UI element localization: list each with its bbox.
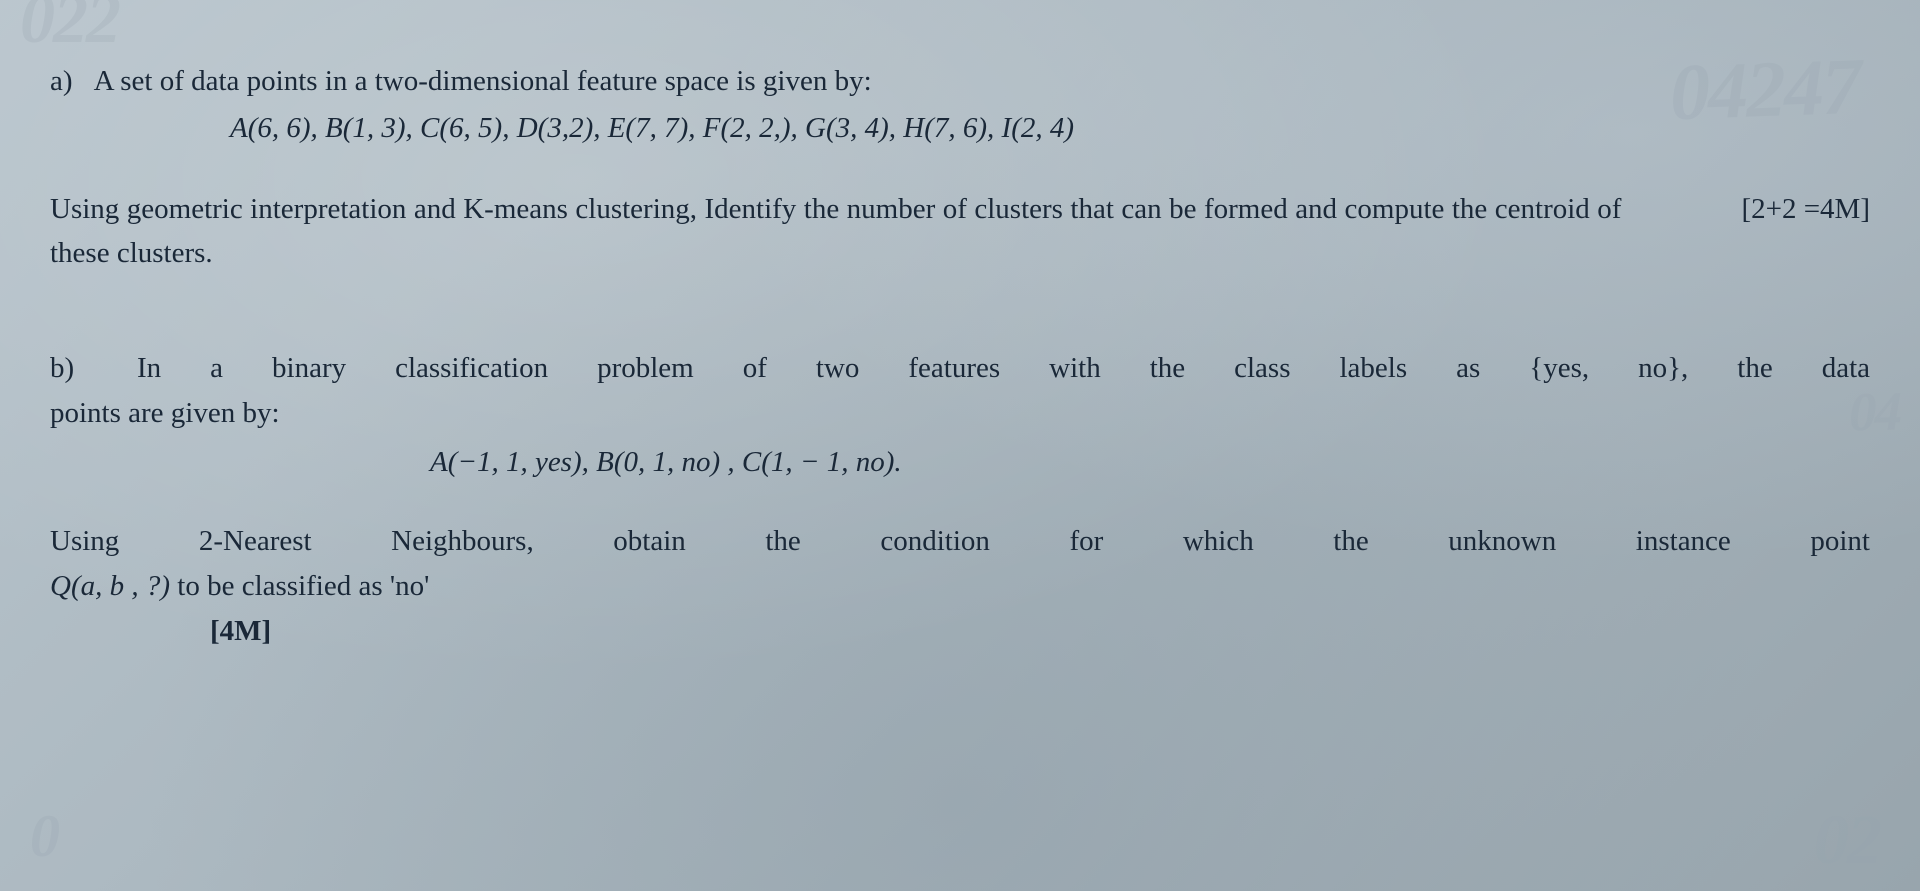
watermark-bottom-right: 02	[1814, 801, 1880, 881]
question-a: a) A set of data points in a two-dimensi…	[50, 60, 1870, 276]
question-b-label: b)	[50, 346, 88, 391]
question-b-intro-line1: b) In a binary classification problem of…	[50, 346, 1870, 391]
question-b-body-line2: Q(a, b , ?) to be classified as 'no'	[50, 564, 1870, 609]
question-a-intro: a) A set of data points in a two-dimensi…	[50, 60, 1870, 104]
question-b-body-suffix: to be classified as 'no'	[177, 570, 429, 602]
question-b-intro-text-1: In a binary classification problem of tw…	[137, 352, 1870, 384]
question-b-intro-line2: points are given by:	[50, 391, 1870, 436]
question-a-data-points: A(6, 6), B(1, 3), C(6, 5), D(3,2), E(7, …	[50, 112, 1870, 145]
question-a-marks: [2+2 =4M]	[1621, 187, 1870, 232]
question-b-body-line1: Using 2-Nearest Neighbours, obtain the c…	[50, 519, 1870, 564]
question-b: b) In a binary classification problem of…	[50, 346, 1870, 648]
page-content: a) A set of data points in a two-dimensi…	[50, 60, 1870, 648]
question-a-body: Using geometric interpretation and K-mea…	[50, 187, 1870, 277]
watermark-top-left: 022	[20, 0, 119, 60]
question-a-body-text: Using geometric interpretation and K-mea…	[50, 187, 1621, 277]
question-a-label: a)	[50, 60, 88, 104]
question-b-data-points: A(−1, 1, yes), B(0, 1, no) , C(1, − 1, n…	[50, 446, 1870, 479]
question-b-marks: [4M]	[50, 615, 1870, 648]
question-b-point-q: Q(a, b , ?)	[50, 570, 170, 602]
watermark-bottom-left: 0	[30, 802, 58, 871]
question-a-intro-text: A set of data points in a two-dimensiona…	[94, 65, 872, 97]
